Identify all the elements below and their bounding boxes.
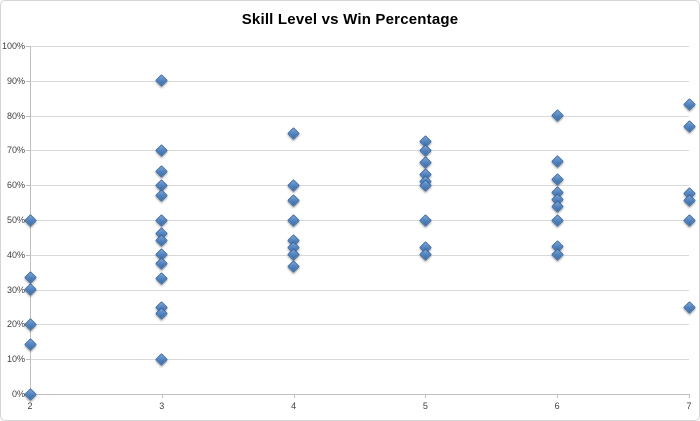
data-point: [682, 97, 696, 111]
data-point: [155, 189, 169, 202]
y-tick-label: 30%: [6, 284, 25, 295]
data-point: [155, 352, 169, 366]
data-point: [23, 283, 37, 296]
x-axis-tick: [293, 394, 295, 398]
data-point: [550, 248, 564, 262]
data-point: [419, 248, 432, 262]
y-tick-label: 10%: [6, 354, 25, 365]
data-point: [287, 213, 300, 227]
y-tick-label: 40%: [6, 249, 25, 260]
data-point: [155, 213, 169, 227]
data-point: [155, 74, 169, 88]
y-axis-tick: [26, 254, 30, 256]
data-point: [682, 300, 696, 314]
x-axis-tick: [689, 394, 690, 398]
y-tick-label: 70%: [6, 145, 25, 156]
y-tick-label: 60%: [6, 180, 25, 191]
data-point: [682, 119, 696, 133]
data-point: [287, 126, 300, 140]
gridline: [30, 359, 689, 361]
data-point: [155, 144, 169, 157]
data-point: [682, 213, 696, 227]
y-tick-label: 100%: [1, 41, 25, 51]
chart-title: Skill Level vs Win Percentage: [241, 11, 459, 28]
x-axis-tick: [557, 394, 559, 398]
data-point: [682, 194, 696, 208]
y-axis-tick: [26, 359, 30, 361]
data-point: [23, 318, 37, 331]
gridline: [30, 289, 689, 291]
x-tick-label: 4: [291, 401, 297, 411]
x-tick-label: 5: [422, 401, 428, 411]
gridline: [30, 150, 689, 152]
data-point: [419, 213, 432, 227]
data-point: [550, 155, 564, 169]
x-tick-label: 3: [159, 401, 165, 411]
y-tick-label: 0%: [11, 389, 25, 399]
x-tick-label: 7: [686, 401, 692, 411]
y-tick-label: 20%: [6, 319, 25, 330]
x-axis-tick: [425, 394, 427, 398]
gridline: [30, 324, 689, 326]
y-axis-tick: [26, 115, 30, 117]
y-axis-tick: [26, 80, 30, 82]
gridline: [30, 185, 689, 187]
gridline: [30, 80, 689, 82]
gridline: [30, 220, 689, 221]
x-axis-line: [30, 394, 689, 395]
data-point: [23, 271, 37, 284]
data-point: [287, 260, 300, 274]
data-point: [550, 213, 564, 227]
data-point: [155, 234, 169, 248]
data-point: [155, 257, 169, 270]
y-axis-tick: [26, 46, 30, 47]
data-point: [155, 164, 169, 178]
gridline: [30, 115, 689, 117]
y-axis-tick: [26, 185, 30, 187]
y-tick-label: 90%: [6, 75, 25, 86]
data-point: [23, 387, 37, 401]
x-tick-label: 6: [554, 401, 560, 411]
data-point: [155, 307, 169, 321]
gridline: [30, 46, 689, 47]
x-axis-tick: [161, 394, 163, 398]
data-point: [287, 194, 300, 208]
data-point: [419, 144, 432, 157]
gridline: [30, 254, 689, 256]
y-tick-label: 50%: [6, 215, 25, 225]
x-tick-label: 2: [27, 401, 33, 411]
data-point: [550, 109, 564, 122]
data-point: [419, 156, 432, 169]
y-tick-label: 80%: [6, 110, 25, 121]
data-point: [155, 271, 169, 285]
y-axis-tick: [26, 150, 30, 152]
data-point: [23, 337, 37, 351]
data-point: [287, 178, 300, 192]
data-point: [23, 213, 37, 227]
